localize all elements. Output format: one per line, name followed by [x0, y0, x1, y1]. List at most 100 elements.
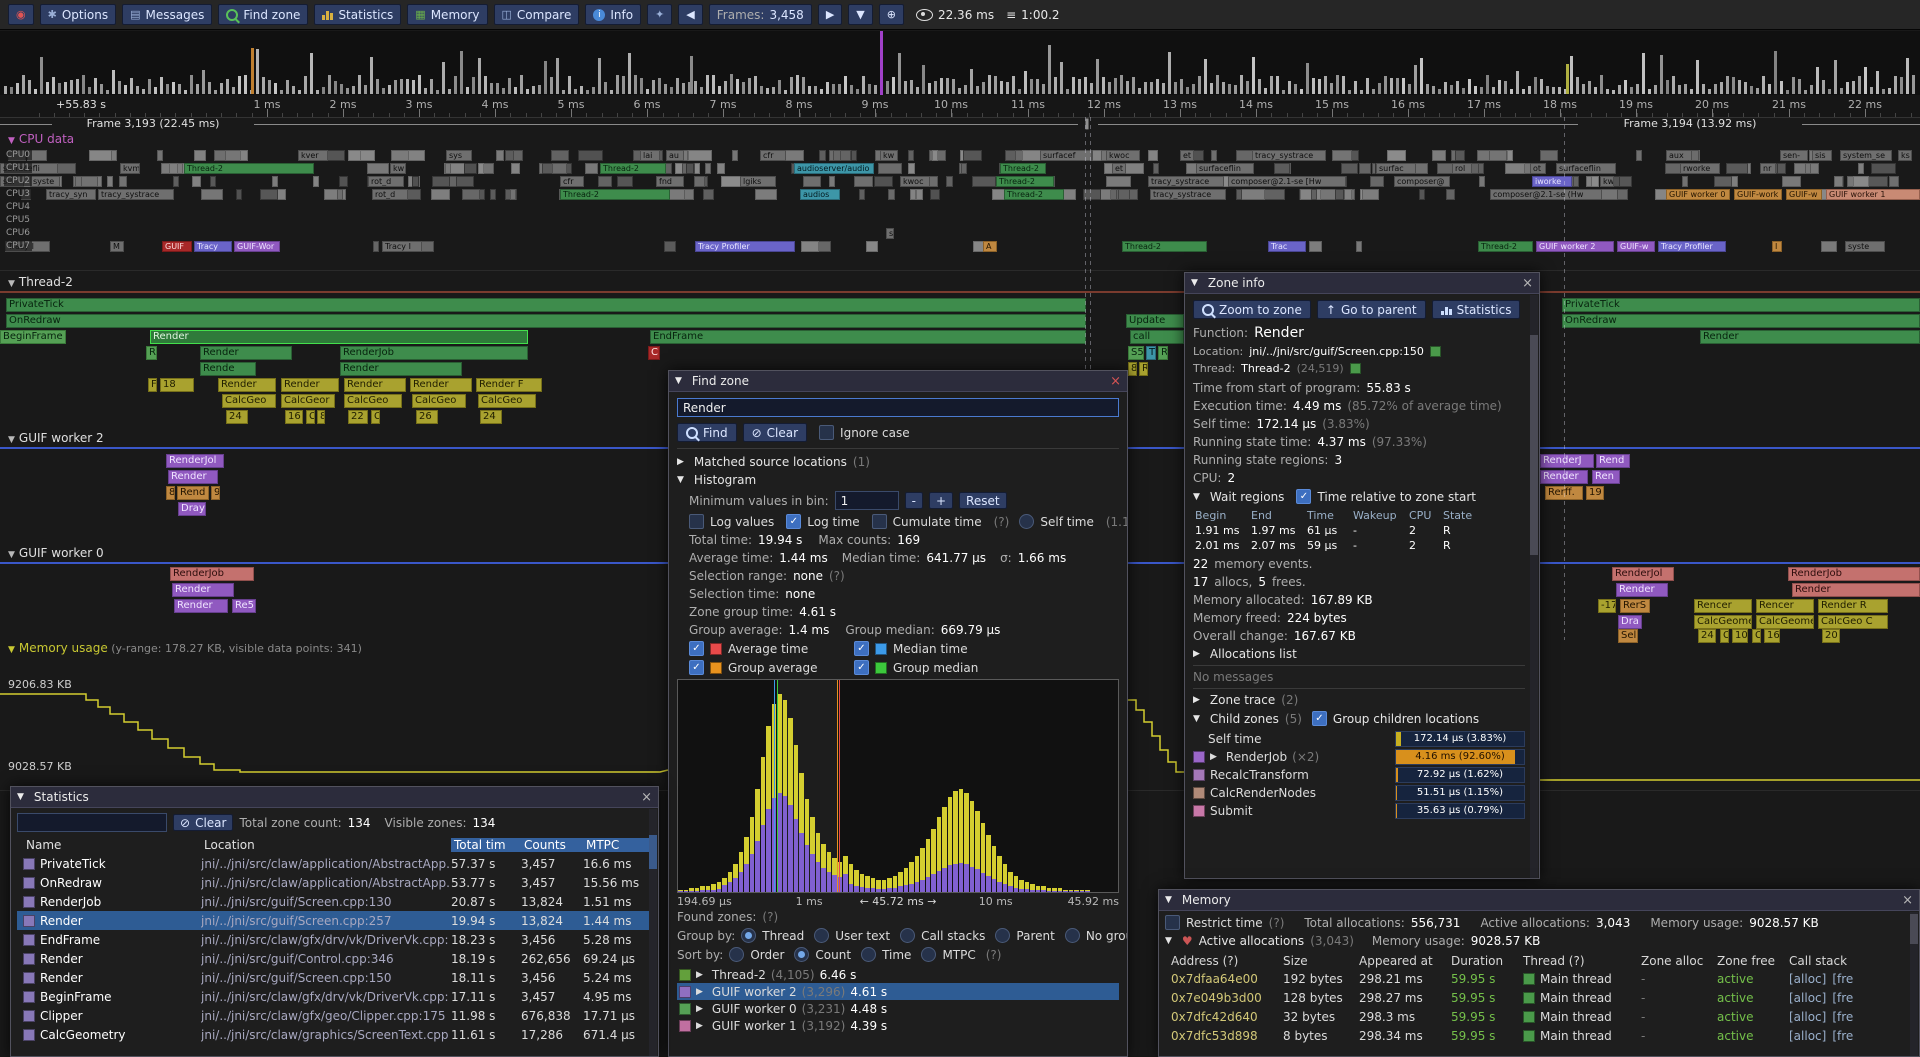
frame-bar[interactable]	[520, 75, 523, 94]
zone[interactable]: composer@	[1394, 176, 1450, 187]
table-row[interactable]: OnRedraw jni/../jni/src/claw/application/…	[17, 873, 652, 892]
cpu-slice[interactable]	[1341, 163, 1358, 174]
zoom-to-zone-button[interactable]: Zoom to zone	[1193, 300, 1311, 319]
group-children-checkbox[interactable]: ✓	[1311, 711, 1327, 726]
frame-bar[interactable]	[184, 90, 187, 94]
frame-bar[interactable]	[1738, 80, 1741, 94]
cpu-slice[interactable]	[89, 150, 113, 161]
frame-bar[interactable]	[1720, 82, 1723, 94]
frame-bar[interactable]	[496, 83, 499, 94]
clear-button[interactable]: ⊘ Clear	[742, 423, 808, 442]
zone[interactable]: kvm	[120, 163, 140, 174]
zone[interactable]: et	[1112, 163, 1126, 174]
frame-bar[interactable]	[1276, 76, 1279, 94]
clear-filter-button[interactable]: ⊘ Clear	[173, 814, 234, 831]
frame-bar[interactable]	[1690, 89, 1693, 94]
zone[interactable]: rot_d	[372, 189, 408, 200]
table-row[interactable]: Render jni/../jni/src/guif/Control.cpp:34…	[17, 949, 652, 968]
found-zone-group[interactable]: ▶ GUIF worker 0 (3,231) 4.48 s	[677, 1000, 1119, 1017]
frame-bar[interactable]	[16, 83, 19, 94]
cpu-slice[interactable]	[240, 150, 248, 161]
zone[interactable]: OnRedraw	[1562, 314, 1920, 328]
zone[interactable]: RenderJol	[1612, 567, 1674, 581]
zone[interactable]: Thread-2	[1478, 241, 1533, 252]
cpu-slice[interactable]	[705, 163, 711, 174]
zone[interactable]: CalcGeo C	[1818, 615, 1888, 629]
cpu-slice[interactable]	[1387, 150, 1406, 161]
zone[interactable]: R	[1158, 346, 1168, 360]
frame-bar[interactable]	[736, 79, 739, 94]
cpu-slice[interactable]	[1636, 150, 1642, 161]
frame-bar[interactable]	[1102, 77, 1105, 94]
frame-bar[interactable]	[862, 76, 865, 94]
cpu-slice[interactable]	[173, 176, 179, 187]
frame-bar[interactable]	[808, 86, 811, 94]
zone[interactable]: aux	[1666, 150, 1692, 161]
frame-bar[interactable]	[1222, 82, 1225, 94]
cpu-slice[interactable]	[169, 163, 178, 174]
cpu-slice[interactable]	[1505, 163, 1525, 174]
find-zone-window-titlebar[interactable]: ▼ Find zone ×	[669, 371, 1127, 392]
zone[interactable]: Render F	[476, 378, 542, 392]
frame-bar[interactable]	[10, 87, 13, 94]
frame-bar[interactable]	[448, 89, 451, 94]
statistics-window-titlebar[interactable]: ▼ Statistics ×	[11, 787, 658, 808]
cpu-slice[interactable]	[496, 150, 504, 161]
cpu-slice[interactable]	[1455, 150, 1465, 161]
zone[interactable]: Dray	[178, 502, 206, 516]
frame-bar[interactable]	[946, 78, 949, 94]
frame-bar[interactable]	[1672, 76, 1675, 94]
zone[interactable]: Render	[1616, 583, 1668, 597]
call-stack-links[interactable]: [alloc] [fre	[1789, 1010, 1913, 1024]
frame-bar[interactable]	[1282, 90, 1285, 94]
zone[interactable]: CalcGeo	[412, 394, 466, 408]
min-bin-decrement-button[interactable]: -	[904, 492, 923, 509]
sort-by-option-count[interactable]	[794, 947, 810, 962]
find-zone-histogram[interactable]	[677, 679, 1119, 893]
frame-bar[interactable]	[1606, 89, 1609, 94]
cpu-slice[interactable]	[210, 176, 216, 187]
zone[interactable]: audioserver/audio	[794, 163, 874, 174]
cpu-slice[interactable]	[1236, 189, 1242, 200]
cpu-slice[interactable]	[878, 163, 902, 174]
memory-button[interactable]: ▦ Memory	[407, 4, 488, 25]
zone[interactable]: surfacef	[1040, 150, 1092, 161]
cpu-slice[interactable]	[946, 176, 953, 187]
frame-bar[interactable]	[220, 83, 223, 94]
frame-bar[interactable]	[478, 58, 481, 94]
frame-bar[interactable]	[1306, 63, 1309, 94]
zone[interactable]: 16	[285, 410, 303, 424]
cpu-slice[interactable]	[1871, 163, 1896, 174]
frame-bar[interactable]	[196, 84, 199, 94]
cpu-slice[interactable]	[1834, 176, 1843, 187]
active-allocations-toggle[interactable]: ▼ ♥ Active allocations (3,043) Memory us…	[1165, 934, 1541, 948]
zone[interactable]: F	[148, 378, 157, 392]
zone[interactable]: ks	[1898, 150, 1912, 161]
zone[interactable]: Tracy Profiler	[695, 241, 795, 252]
zone[interactable]: RenderJ	[1540, 454, 1594, 468]
frame-bar[interactable]	[820, 89, 823, 94]
zone[interactable]: CalcGeor	[281, 394, 335, 408]
thread-header[interactable]: ▼ GUIF worker 2	[8, 431, 104, 445]
frame-bar[interactable]	[1300, 89, 1303, 94]
table-row[interactable]: PrivateTick jni/../jni/src/claw/applicati…	[17, 854, 652, 873]
frame-bar[interactable]	[1294, 84, 1297, 94]
memory-usage-header[interactable]: ▼ Memory usage (y-range: 178.27 KB, visib…	[8, 641, 362, 655]
zone[interactable]: 8	[317, 410, 325, 424]
cpu-slice[interactable]	[930, 189, 940, 200]
cpu-slice[interactable]	[462, 189, 480, 200]
frame-bar[interactable]	[1432, 86, 1435, 94]
zone[interactable]: 8	[1128, 362, 1137, 376]
frame-bar[interactable]	[1894, 76, 1897, 94]
zone[interactable]: Rencer	[1756, 599, 1814, 613]
frame-bar[interactable]	[1054, 77, 1057, 94]
zone[interactable]: Tracy I	[382, 241, 422, 252]
frame-bar[interactable]	[310, 53, 313, 94]
frame-bar[interactable]	[358, 75, 361, 94]
self-time-radio[interactable]	[1019, 514, 1035, 529]
zone[interactable]: tracy_systrace	[1150, 189, 1226, 200]
frame-bar[interactable]	[1492, 87, 1495, 94]
cpu-slice[interactable]	[192, 176, 201, 187]
frame-bar[interactable]	[112, 70, 115, 94]
frame-bar[interactable]	[136, 86, 139, 94]
